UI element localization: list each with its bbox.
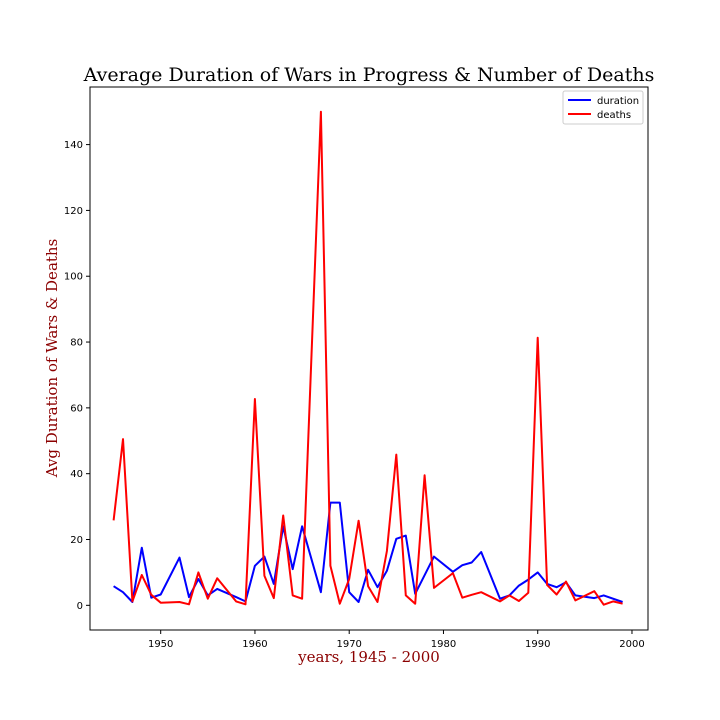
y-tick-label: 40 (70, 469, 83, 480)
x-tick-label: 1950 (148, 639, 173, 650)
series-line-deaths (112, 110, 623, 606)
y-tick-label: 140 (64, 140, 83, 151)
legend-label-deaths: deaths (597, 110, 631, 121)
x-tick-label: 1970 (336, 639, 361, 650)
x-tick-label: 2000 (619, 639, 644, 650)
y-tick-label: 80 (70, 338, 83, 349)
y-axis-label: Avg Duration of Wars & Deaths (43, 239, 61, 479)
x-tick-label: 1980 (431, 639, 456, 650)
y-tick-label: 60 (70, 403, 83, 414)
y-tick-label: 120 (64, 206, 83, 217)
x-tick-label: 1990 (525, 639, 550, 650)
chart-title: Average Duration of Wars in Progress & N… (83, 64, 655, 86)
x-tick-label: 1960 (242, 639, 267, 650)
legend-label-duration: duration (597, 96, 639, 107)
y-tick-label: 100 (64, 272, 83, 283)
x-axis-label: years, 1945 - 2000 (297, 648, 440, 666)
y-tick-label: 20 (70, 535, 83, 546)
y-tick-label: 0 (77, 601, 83, 612)
plot-frame (89, 86, 649, 631)
x-axis: 1950 1960 1970 1980 1990 2000 (148, 630, 645, 650)
legend: duration deaths (562, 90, 644, 125)
y-axis: 0 20 40 60 80 100 120 140 (64, 140, 90, 612)
plot-lines (112, 110, 623, 606)
